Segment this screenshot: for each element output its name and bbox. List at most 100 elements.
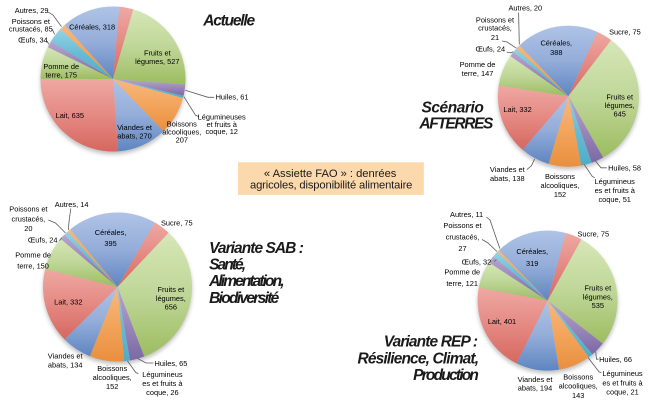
svg-text:Légumineus: Légumineus bbox=[595, 177, 636, 186]
svg-text:Œufs, 24: Œufs, 24 bbox=[476, 44, 506, 53]
svg-text:656: 656 bbox=[165, 303, 177, 312]
svg-text:abats, 138: abats, 138 bbox=[490, 174, 525, 183]
svg-text:Viandes et: Viandes et bbox=[48, 352, 83, 361]
svg-text:Poissons et: Poissons et bbox=[9, 205, 47, 214]
svg-text:Lait, 635: Lait, 635 bbox=[56, 111, 84, 120]
svg-text:Huiles, 61: Huiles, 61 bbox=[216, 93, 249, 102]
svg-text:Production: Production bbox=[413, 367, 479, 384]
svg-text:Légumineus: Légumineus bbox=[142, 370, 183, 379]
svg-text:alcooliques,: alcooliques, bbox=[93, 373, 132, 382]
svg-text:« Assiette FAO » : denrées: « Assiette FAO » : denrées bbox=[264, 168, 397, 180]
svg-text:Variante SAB :: Variante SAB : bbox=[209, 240, 304, 257]
svg-text:crustacés,: crustacés, bbox=[478, 24, 512, 33]
svg-text:Poissons et: Poissons et bbox=[12, 17, 50, 26]
svg-text:terre, 147: terre, 147 bbox=[462, 69, 494, 78]
svg-text:Lait, 332: Lait, 332 bbox=[503, 105, 531, 114]
svg-text:Variante REP :: Variante REP : bbox=[384, 334, 478, 351]
svg-text:alcooliques,: alcooliques, bbox=[540, 181, 579, 190]
svg-text:395: 395 bbox=[104, 239, 116, 248]
svg-text:coque, 51: coque, 51 bbox=[598, 195, 630, 204]
svg-text:crustacés,: crustacés, bbox=[12, 214, 46, 223]
svg-text:27: 27 bbox=[458, 244, 466, 253]
svg-text:Céréales,: Céréales, bbox=[516, 247, 548, 256]
svg-text:crustacés, 85: crustacés, 85 bbox=[9, 25, 53, 34]
svg-text:Biodiversité: Biodiversité bbox=[209, 290, 280, 307]
svg-text:Scénario: Scénario bbox=[422, 99, 484, 116]
svg-text:abats, 270: abats, 270 bbox=[117, 132, 152, 141]
svg-text:es et fruits à: es et fruits à bbox=[142, 379, 183, 388]
svg-text:152: 152 bbox=[106, 382, 118, 391]
svg-text:Viandes et: Viandes et bbox=[490, 165, 525, 174]
svg-text:535: 535 bbox=[592, 301, 604, 310]
svg-text:crustacés,: crustacés, bbox=[446, 232, 480, 241]
svg-text:Pomme de: Pomme de bbox=[15, 251, 51, 260]
svg-text:Boissons: Boissons bbox=[97, 364, 127, 373]
svg-text:AFTERRES: AFTERRES bbox=[418, 116, 494, 133]
svg-text:Légumineuses: Légumineuses bbox=[198, 112, 246, 121]
svg-text:Huiles, 58: Huiles, 58 bbox=[608, 164, 641, 173]
svg-text:coque, 21: coque, 21 bbox=[606, 388, 638, 397]
svg-text:Œufs, 32: Œufs, 32 bbox=[462, 257, 492, 266]
svg-text:Céréales,: Céréales, bbox=[95, 228, 127, 237]
svg-text:207: 207 bbox=[176, 136, 188, 145]
svg-text:143: 143 bbox=[572, 391, 584, 400]
svg-text:319: 319 bbox=[526, 259, 538, 268]
svg-text:21: 21 bbox=[491, 33, 499, 42]
svg-text:légumes, 527: légumes, 527 bbox=[135, 57, 179, 66]
svg-text:et fruits à: et fruits à bbox=[206, 120, 237, 129]
svg-text:Viandes et: Viandes et bbox=[117, 123, 152, 132]
svg-text:légumes,: légumes, bbox=[156, 294, 186, 303]
svg-text:alcooliques,: alcooliques, bbox=[162, 128, 201, 137]
svg-text:es et fruits à: es et fruits à bbox=[595, 186, 636, 195]
svg-text:abats, 134: abats, 134 bbox=[48, 361, 83, 370]
svg-text:Huiles, 66: Huiles, 66 bbox=[599, 355, 632, 364]
svg-text:Viandes et: Viandes et bbox=[518, 375, 553, 384]
svg-text:Lait, 332: Lait, 332 bbox=[54, 298, 82, 307]
svg-text:Fruits et: Fruits et bbox=[584, 284, 611, 293]
svg-text:20: 20 bbox=[24, 224, 32, 233]
svg-text:agricoles, disponibilité alime: agricoles, disponibilité alimentaire bbox=[250, 179, 412, 191]
svg-text:Boissons: Boissons bbox=[167, 120, 197, 129]
svg-text:Poissons et: Poissons et bbox=[476, 15, 514, 24]
svg-text:Boissons: Boissons bbox=[563, 372, 593, 381]
svg-text:Autres, 14: Autres, 14 bbox=[55, 200, 89, 209]
svg-text:Sucre, 75: Sucre, 75 bbox=[577, 230, 609, 239]
svg-text:Résilience, Climat,: Résilience, Climat, bbox=[358, 350, 480, 367]
svg-text:alcooliques,: alcooliques, bbox=[559, 382, 598, 391]
svg-text:Autres, 29: Autres, 29 bbox=[15, 6, 49, 15]
svg-text:388: 388 bbox=[550, 48, 562, 57]
svg-text:es et fruits à: es et fruits à bbox=[602, 378, 643, 387]
svg-text:Boissons: Boissons bbox=[545, 172, 575, 181]
svg-text:Fruits et: Fruits et bbox=[157, 285, 184, 294]
svg-text:Pomme de: Pomme de bbox=[460, 60, 496, 69]
svg-text:Autres, 11: Autres, 11 bbox=[450, 210, 483, 219]
svg-text:645: 645 bbox=[614, 110, 626, 119]
svg-text:Poissons et: Poissons et bbox=[443, 221, 481, 230]
svg-text:légumes,: légumes, bbox=[583, 293, 613, 302]
svg-text:Fruits et: Fruits et bbox=[144, 49, 171, 58]
svg-text:Céréales, 318: Céréales, 318 bbox=[69, 22, 115, 31]
svg-text:coque, 12: coque, 12 bbox=[205, 127, 237, 136]
svg-text:terre, 121: terre, 121 bbox=[446, 279, 478, 288]
svg-text:Alimentation,: Alimentation, bbox=[208, 273, 284, 290]
svg-text:Sucre, 75: Sucre, 75 bbox=[161, 219, 193, 228]
svg-text:Pomme de: Pomme de bbox=[43, 62, 79, 71]
svg-text:Lait, 401: Lait, 401 bbox=[488, 317, 516, 326]
svg-text:Céréales,: Céréales, bbox=[540, 38, 572, 47]
svg-text:Santé,: Santé, bbox=[209, 257, 246, 274]
svg-text:abats, 194: abats, 194 bbox=[518, 383, 553, 392]
svg-text:Actuelle: Actuelle bbox=[202, 13, 255, 30]
svg-text:Pomme de: Pomme de bbox=[444, 267, 480, 276]
svg-text:Sucre, 75: Sucre, 75 bbox=[609, 28, 641, 37]
svg-text:légumes,: légumes, bbox=[605, 101, 635, 110]
svg-text:152: 152 bbox=[554, 190, 566, 199]
svg-text:terre, 150: terre, 150 bbox=[17, 262, 49, 271]
svg-text:Fruits et: Fruits et bbox=[606, 93, 633, 102]
svg-text:Huiles, 65: Huiles, 65 bbox=[155, 359, 188, 368]
svg-text:Légumineus: Légumineus bbox=[602, 369, 643, 378]
svg-text:Œufs, 24: Œufs, 24 bbox=[28, 236, 58, 245]
svg-text:Œufs, 34: Œufs, 34 bbox=[18, 35, 48, 44]
svg-text:terre, 175: terre, 175 bbox=[45, 71, 77, 80]
svg-text:coque, 26: coque, 26 bbox=[146, 388, 178, 397]
svg-text:Autres, 20: Autres, 20 bbox=[508, 3, 542, 12]
